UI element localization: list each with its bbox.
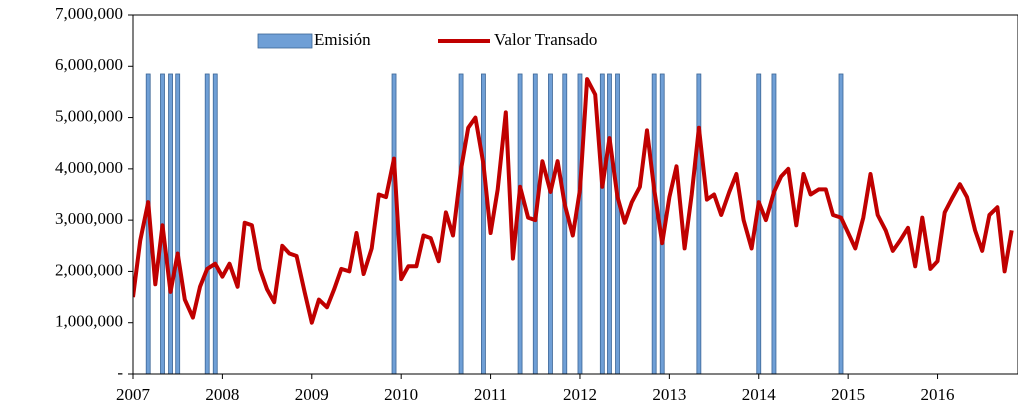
emission-bar — [481, 73, 486, 375]
y-tick-label: 3,000,000 — [55, 209, 123, 228]
x-tick-label: 2009 — [295, 385, 329, 404]
plot-frame — [132, 14, 1018, 375]
y-tick-label: 2,000,000 — [55, 260, 123, 279]
y-tick-label: 4,000,000 — [55, 158, 123, 177]
x-tick-label: 2010 — [384, 385, 418, 404]
emission-bar — [651, 73, 657, 375]
x-tick-label: 2008 — [205, 385, 239, 404]
x-tick-label: 2015 — [831, 385, 865, 404]
emission-bar — [212, 73, 218, 375]
emission-bar — [458, 73, 464, 375]
x-tick-label: 2011 — [474, 385, 507, 404]
emission-bar — [391, 73, 397, 375]
emission-bar — [175, 73, 181, 375]
x-tick-label: 2014 — [742, 385, 777, 404]
emission-bar — [599, 73, 605, 375]
legend-label: Valor Transado — [494, 30, 597, 49]
x-tick-label: 2007 — [116, 385, 151, 404]
emission-bar — [548, 73, 553, 375]
y-tick-label: 1,000,000 — [55, 312, 123, 331]
emission-bar — [615, 73, 620, 375]
x-tick-label: 2013 — [652, 385, 686, 404]
emission-bar — [607, 73, 612, 375]
emission-bar — [577, 73, 583, 375]
emission-bar — [204, 73, 210, 375]
legend-swatch — [257, 33, 313, 49]
value-line — [133, 77, 1014, 325]
emission-bar — [532, 73, 538, 375]
y-tick-label: 6,000,000 — [55, 55, 123, 74]
x-tick-label: 2012 — [563, 385, 597, 404]
emission-bar — [696, 73, 702, 375]
emission-bar — [168, 73, 173, 375]
emission-bar — [517, 73, 523, 375]
emission-bar — [562, 73, 568, 375]
x-tick-label: 2016 — [921, 385, 955, 404]
emission-bar — [771, 73, 777, 375]
y-tick-label: - — [117, 363, 123, 382]
legend-label: Emisión — [314, 30, 371, 49]
y-tick-label: 7,000,000 — [55, 4, 123, 23]
plot-area — [133, 73, 1014, 375]
y-tick-label: 5,000,000 — [55, 106, 123, 125]
